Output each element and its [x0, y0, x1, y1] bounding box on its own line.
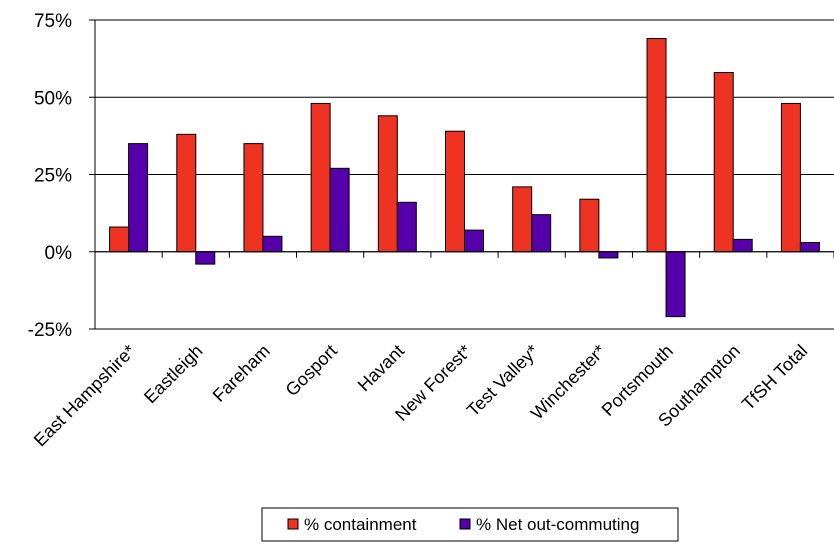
- bar-net-out-commuting: [329, 167, 350, 253]
- y-tick-label: 25%: [34, 166, 72, 187]
- bar-containment: [646, 38, 667, 253]
- legend-swatch: [287, 518, 299, 530]
- y-tick-label: 75%: [34, 11, 72, 32]
- bar-containment: [713, 72, 734, 253]
- bar-containment: [176, 133, 197, 253]
- legend-label: % Net out-commuting: [476, 515, 639, 534]
- bar-net-out-commuting: [128, 143, 149, 253]
- bar-containment: [445, 130, 465, 253]
- x-category-label: Havant: [354, 341, 408, 395]
- legend: % containment % Net out-commuting: [261, 507, 679, 542]
- bar-net-out-commuting: [195, 251, 216, 265]
- legend-label: % containment: [304, 515, 417, 534]
- bar-net-out-commuting: [396, 201, 417, 253]
- bar-containment: [512, 186, 533, 253]
- bar-containment: [310, 102, 331, 253]
- x-category-label: Fareham: [209, 341, 274, 406]
- y-tick-label: 50%: [34, 88, 72, 109]
- axes: [89, 19, 834, 330]
- bars: [109, 38, 820, 318]
- bar-net-out-commuting: [665, 251, 686, 318]
- bar-net-out-commuting: [531, 214, 552, 253]
- x-category-label: Gosport: [282, 341, 341, 400]
- bar-net-out-commuting: [598, 251, 619, 259]
- bar-containment: [243, 143, 264, 253]
- bar-containment: [780, 102, 801, 253]
- bar-containment: [377, 115, 398, 253]
- y-tick-label: -25%: [28, 320, 72, 341]
- bar-net-out-commuting: [799, 241, 820, 253]
- bar-net-out-commuting: [262, 235, 283, 253]
- bar-net-out-commuting: [464, 229, 484, 253]
- bar-containment: [579, 198, 600, 253]
- x-category-label: Eastleigh: [140, 341, 207, 408]
- x-category-label: East Hampshire*: [30, 341, 140, 451]
- y-tick-label: 0%: [45, 243, 73, 264]
- bar-containment: [109, 226, 130, 253]
- x-category-label: TfSH Total: [738, 341, 811, 414]
- bar-net-out-commuting: [732, 238, 753, 253]
- legend-box: [261, 507, 679, 542]
- legend-swatch: [459, 518, 471, 530]
